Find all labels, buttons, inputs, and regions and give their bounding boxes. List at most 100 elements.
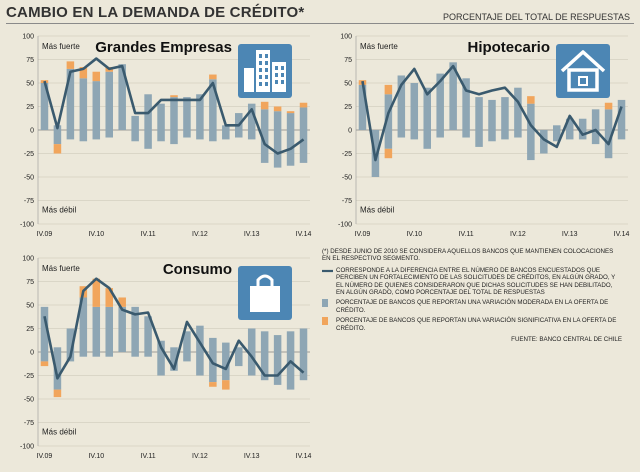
bar-moderate-pos	[565, 118, 574, 130]
x-tick-label: IV.13	[244, 453, 260, 460]
bar-moderate-pos	[105, 306, 113, 352]
building-window	[275, 66, 278, 70]
building-icon	[238, 44, 292, 98]
x-tick-label: IV.14	[614, 231, 630, 238]
bar-moderate-neg	[540, 130, 548, 154]
bar-moderate-neg	[273, 352, 282, 385]
legend: (*) Desde junio de 2010 se considera aqu…	[322, 248, 622, 343]
bar-significant-pos	[92, 71, 101, 82]
strong-label: Más fuerte	[42, 42, 80, 51]
building-center	[256, 50, 270, 92]
weak-label: Más débil	[360, 206, 394, 215]
building-window	[259, 68, 262, 72]
bar-moderate-neg	[196, 130, 204, 140]
bar-significant-neg	[53, 389, 62, 398]
bar-moderate-neg	[235, 352, 243, 367]
page-title: CAMBIO EN LA DEMANDA DE CRÉDITO*	[6, 4, 305, 21]
bar-significant-neg	[222, 380, 230, 390]
bar-moderate-neg	[79, 352, 88, 357]
legend-moderate-item: Porcentaje de bancos que reportan una va…	[322, 299, 622, 314]
bar-moderate-pos	[410, 83, 419, 130]
x-tick-label: IV.09	[355, 231, 371, 238]
x-tick-label: IV.10	[88, 453, 104, 460]
legend-moderate-label: Porcentaje de bancos que reportan una va…	[336, 299, 609, 314]
bar-significant-neg	[40, 361, 49, 367]
bar-moderate-neg	[92, 130, 101, 140]
bar-moderate-pos	[449, 62, 457, 130]
bar-moderate-pos	[553, 125, 561, 130]
bar-moderate-pos	[247, 103, 256, 130]
bar-significant-pos	[604, 102, 613, 110]
bar-moderate-pos	[286, 331, 295, 352]
bar-moderate-pos	[66, 68, 75, 130]
building-window	[265, 68, 268, 72]
x-tick-label: IV.14	[296, 453, 312, 460]
bar-moderate-pos	[235, 113, 243, 130]
y-tick-label: 50	[26, 81, 34, 88]
bar-moderate-pos	[157, 103, 165, 130]
bar-moderate-pos	[105, 71, 113, 130]
y-tick-label: -100	[20, 222, 34, 229]
bar-significant-pos	[92, 278, 101, 307]
building-window	[275, 73, 278, 77]
bar-moderate-pos	[222, 342, 230, 352]
y-tick-label: -75	[24, 420, 34, 427]
x-tick-label: IV.12	[192, 231, 208, 238]
bar-moderate-neg	[66, 130, 75, 140]
bar-moderate-pos	[423, 87, 431, 130]
y-tick-label: 50	[26, 303, 34, 310]
bar-significant-neg	[384, 148, 393, 159]
bar-moderate-neg	[247, 352, 256, 376]
legend-moderate-swatch	[322, 299, 328, 308]
y-tick-label: 100	[22, 34, 34, 41]
bar-moderate-neg	[222, 130, 230, 140]
x-tick-label: IV.13	[562, 231, 578, 238]
bar-moderate-neg	[501, 130, 509, 140]
house-body	[567, 68, 599, 92]
y-tick-label: 0	[348, 128, 352, 135]
bar-moderate-pos	[40, 83, 49, 130]
bar-moderate-pos	[92, 81, 101, 130]
y-tick-label: -75	[24, 198, 34, 205]
x-tick-label: IV.13	[244, 231, 260, 238]
bar-moderate-pos	[591, 109, 600, 130]
y-tick-label: 25	[26, 326, 34, 333]
strong-label: Más fuerte	[42, 264, 80, 273]
bar-significant-pos	[273, 106, 282, 112]
bar-significant-pos	[170, 95, 178, 98]
building-window	[275, 80, 278, 84]
y-tick-label: -75	[342, 198, 352, 205]
bar-moderate-pos	[79, 78, 88, 130]
bar-moderate-pos	[273, 111, 282, 130]
house-roof	[560, 50, 606, 73]
strong-label: Más fuerte	[360, 42, 398, 51]
bar-moderate-neg	[40, 352, 49, 362]
x-tick-label: IV.11	[141, 231, 156, 238]
page-subtitle: PORCENTAJE DEL TOTAL DE RESPUESTAS	[442, 12, 630, 22]
bar-moderate-pos	[92, 306, 101, 352]
bar-moderate-pos	[131, 306, 139, 352]
header-rule	[6, 23, 634, 24]
bar-moderate-pos	[235, 347, 243, 352]
bar-significant-neg	[53, 144, 62, 154]
building-window	[265, 82, 268, 86]
bar-moderate-neg	[260, 352, 269, 381]
bar-moderate-pos	[260, 109, 269, 130]
bar-moderate-pos	[397, 75, 406, 130]
bar-moderate-neg	[462, 130, 470, 138]
bar-moderate-pos	[144, 316, 152, 352]
legend-significant-item: Porcentaje de bancos que reportan una va…	[322, 317, 622, 332]
bar-significant-neg	[209, 382, 217, 387]
house-window	[578, 76, 588, 86]
bar-moderate-neg	[196, 352, 204, 376]
bar-moderate-neg	[105, 130, 113, 138]
bar-moderate-pos	[527, 103, 535, 130]
bar-moderate-neg	[436, 130, 444, 138]
bar-moderate-neg	[157, 352, 165, 376]
bar-moderate-pos	[170, 97, 178, 130]
bar-moderate-pos	[53, 347, 62, 352]
bar-moderate-pos	[66, 328, 75, 352]
building-window	[259, 54, 262, 58]
bar-moderate-neg	[617, 130, 626, 140]
